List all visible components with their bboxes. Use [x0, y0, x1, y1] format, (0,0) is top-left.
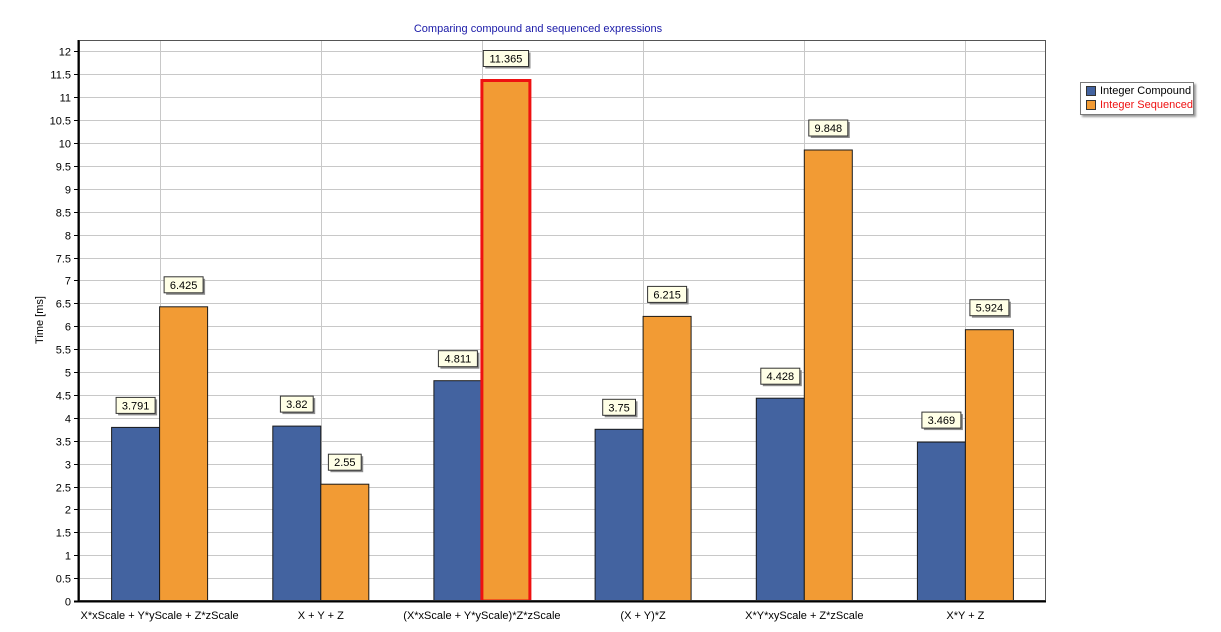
plot-area [79, 40, 1046, 601]
y-tick-label: 1 [65, 551, 71, 563]
x-tick-label: X + Y + Z [298, 610, 344, 622]
data-label: 2.55 [327, 453, 364, 473]
y-tick-label: 4 [65, 414, 71, 426]
data-label-box [163, 276, 204, 294]
legend-label: Integer Sequenced [1100, 99, 1193, 111]
data-label: 11.365 [482, 50, 531, 69]
bar-integer-sequenced [803, 149, 853, 602]
y-tick-label: 4.5 [56, 391, 71, 403]
data-label-box [808, 119, 849, 137]
legend-swatch [1086, 86, 1096, 96]
data-label-text: 4.811 [445, 354, 472, 366]
bar-integer-compound [111, 426, 161, 602]
bar-integer-sequenced [642, 315, 692, 602]
data-label-box [760, 367, 801, 385]
data-label: 6.215 [647, 285, 689, 305]
data-label: 3.791 [115, 396, 158, 416]
data-label-box [921, 411, 962, 429]
bar-integer-compound [272, 425, 322, 602]
bar-integer-compound [594, 428, 644, 602]
data-label: 6.425 [163, 276, 206, 295]
data-label-text: 3.791 [122, 400, 150, 412]
bar-integer-compound [755, 397, 805, 602]
x-tick-label: X*xScale + Y*yScale + Z*zScale [81, 610, 239, 622]
bar-integer-compound [433, 380, 483, 602]
grid [79, 40, 1046, 601]
y-tick-label: 5.5 [56, 345, 71, 357]
x-tick-label: X*Y*xyScale + Z*zScale [745, 610, 863, 622]
y-tick-label: 2.5 [56, 483, 71, 495]
data-label: 9.848 [808, 119, 850, 138]
y-tick-label: 3 [65, 460, 71, 472]
y-tick-label: 6.5 [56, 299, 71, 311]
data-label: 4.428 [760, 367, 802, 387]
data-label: 3.75 [602, 398, 638, 418]
legend-label: Integer Compound [1100, 85, 1192, 97]
data-label-text: 11.365 [489, 54, 522, 66]
data-label-text: 4.428 [767, 371, 795, 383]
bars [111, 79, 1014, 603]
data-label: 3.469 [921, 411, 963, 431]
bar-integer-sequenced [159, 306, 209, 602]
y-tick-label: 11 [60, 93, 71, 105]
legend-item: Integer Sequenced [1081, 98, 1193, 112]
y-tick-label: 6 [65, 322, 71, 334]
x-tick-label: (X + Y)*Z [620, 610, 666, 622]
data-label-text: 6.215 [653, 289, 681, 301]
bar-integer-compound [916, 441, 966, 602]
data-label-text: 5.924 [976, 303, 1004, 315]
data-label-box [969, 299, 1010, 317]
bar-integer-sequenced [480, 79, 532, 603]
data-label-box [279, 395, 314, 413]
axes [74, 40, 1046, 603]
x-tick-label: X*Y + Z [946, 610, 984, 622]
bar-integer-sequenced [320, 483, 370, 602]
y-tick-label: 9.5 [56, 162, 71, 174]
y-tick-label: 7 [65, 276, 71, 288]
tick-labels: 00.511.522.533.544.555.566.577.588.599.5… [50, 47, 985, 623]
data-label: 4.811 [437, 350, 480, 369]
data-label-box [602, 398, 637, 416]
data-label-box [437, 350, 478, 368]
legend-item: Integer Compound [1081, 84, 1193, 98]
y-tick-label: 0 [65, 597, 71, 609]
data-label: 5.924 [969, 299, 1011, 318]
legend: Integer Compound Integer Sequenced [1080, 82, 1194, 115]
y-tick-label: 9 [65, 185, 71, 197]
y-tick-label: 10 [59, 139, 71, 151]
y-tick-label: 3.5 [56, 437, 71, 449]
y-tick-label: 10.5 [50, 116, 71, 128]
y-tick-label: 1.5 [56, 528, 71, 540]
y-tick-label: 2 [65, 505, 71, 517]
legend-swatch [1086, 100, 1096, 110]
x-tick-label: (X*xScale + Y*yScale)*Z*zScale [403, 610, 560, 622]
y-tick-label: 7.5 [56, 254, 71, 266]
data-label-text: 2.55 [334, 457, 355, 469]
data-label: 3.82 [279, 395, 316, 415]
data-label-box [115, 396, 156, 414]
data-label-box [327, 453, 362, 471]
chart-title: Comparing compound and sequenced express… [414, 23, 663, 35]
data-label-text: 9.848 [815, 123, 843, 135]
data-label-text: 3.75 [608, 402, 629, 414]
data-labels: 3.791 6.425 3.82 2.55 4.811 11.365 3.75 6.215 4.… [115, 50, 1011, 473]
data-label-text: 3.469 [928, 415, 956, 427]
data-label-text: 6.425 [170, 280, 198, 292]
y-tick-label: 11.5 [50, 70, 71, 82]
y-tick-label: 5 [65, 368, 71, 380]
y-axis-label: Time [ms] [34, 296, 46, 344]
y-tick-label: 12 [59, 47, 71, 59]
data-label-text: 3.82 [286, 399, 307, 411]
y-tick-label: 0.5 [56, 574, 71, 586]
data-label-box [647, 285, 688, 303]
data-label-box [482, 50, 529, 67]
bar-integer-sequenced [964, 329, 1014, 602]
y-tick-label: 8.5 [56, 208, 71, 220]
y-tick-label: 8 [65, 231, 71, 243]
